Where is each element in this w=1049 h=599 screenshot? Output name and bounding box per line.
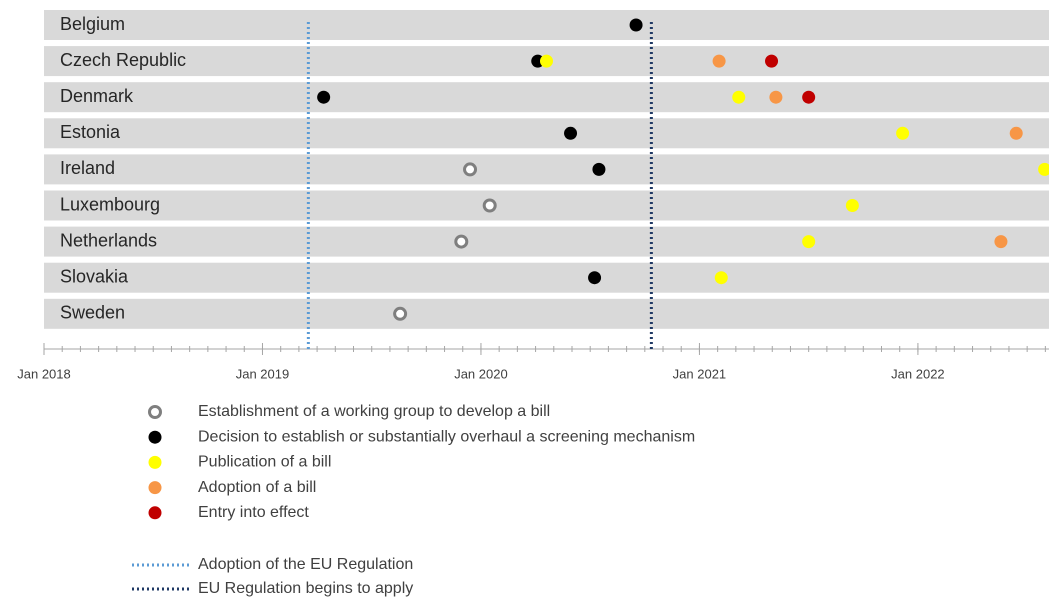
marker bbox=[802, 235, 816, 249]
category-label: Estonia bbox=[60, 122, 121, 142]
marker bbox=[148, 430, 162, 444]
x-tick-label: Jan 2018 bbox=[17, 366, 71, 381]
marker bbox=[732, 90, 746, 104]
category-label: Luxembourg bbox=[60, 194, 160, 214]
category-label: Netherlands bbox=[60, 230, 157, 250]
marker bbox=[765, 54, 779, 68]
legend-label: Decision to establish or substantially o… bbox=[198, 428, 695, 445]
category-label: Sweden bbox=[60, 303, 125, 323]
marker bbox=[148, 405, 162, 419]
marker bbox=[463, 162, 478, 177]
marker bbox=[148, 455, 162, 469]
marker bbox=[454, 234, 469, 249]
x-tick-label: Jan 2022 bbox=[891, 366, 945, 381]
marker bbox=[148, 506, 162, 520]
legend-label: Adoption of a bill bbox=[198, 479, 316, 496]
category-label: Czech Republic bbox=[60, 50, 186, 70]
x-tick-label: Jan 2021 bbox=[673, 366, 727, 381]
row-band bbox=[44, 118, 1049, 149]
legend-label: Adoption of the EU Regulation bbox=[198, 556, 413, 573]
row-band bbox=[44, 154, 1049, 185]
marker bbox=[712, 54, 726, 68]
marker bbox=[802, 90, 816, 104]
row-band bbox=[44, 298, 1049, 329]
row-band bbox=[44, 262, 1049, 293]
category-label: Ireland bbox=[60, 158, 115, 178]
row-band bbox=[44, 226, 1049, 257]
row-band bbox=[44, 10, 1049, 40]
legend-label: Publication of a bill bbox=[198, 454, 331, 471]
marker bbox=[148, 481, 162, 495]
row-band bbox=[44, 190, 1049, 221]
marker bbox=[592, 162, 606, 176]
marker bbox=[588, 271, 602, 285]
marker bbox=[564, 126, 578, 140]
marker bbox=[393, 306, 408, 321]
x-tick-label: Jan 2019 bbox=[236, 366, 290, 381]
x-tick-label: Jan 2020 bbox=[454, 366, 508, 381]
marker bbox=[896, 126, 910, 140]
marker bbox=[1009, 126, 1023, 140]
legend-label: EU Regulation begins to apply bbox=[198, 580, 413, 597]
marker bbox=[540, 54, 553, 68]
legend-label: Establishment of a working group to deve… bbox=[198, 403, 550, 420]
marker bbox=[994, 235, 1008, 249]
row-band bbox=[44, 82, 1049, 113]
marker bbox=[482, 198, 497, 213]
marker bbox=[1038, 162, 1049, 176]
category-label: Denmark bbox=[60, 86, 134, 106]
marker bbox=[317, 90, 331, 104]
marker bbox=[845, 199, 859, 212]
legend-label: Entry into effect bbox=[198, 504, 309, 521]
category-label: Slovakia bbox=[60, 266, 129, 286]
marker bbox=[629, 18, 643, 32]
marker bbox=[769, 90, 783, 104]
marker bbox=[714, 271, 728, 285]
category-label: Belgium bbox=[60, 14, 125, 34]
